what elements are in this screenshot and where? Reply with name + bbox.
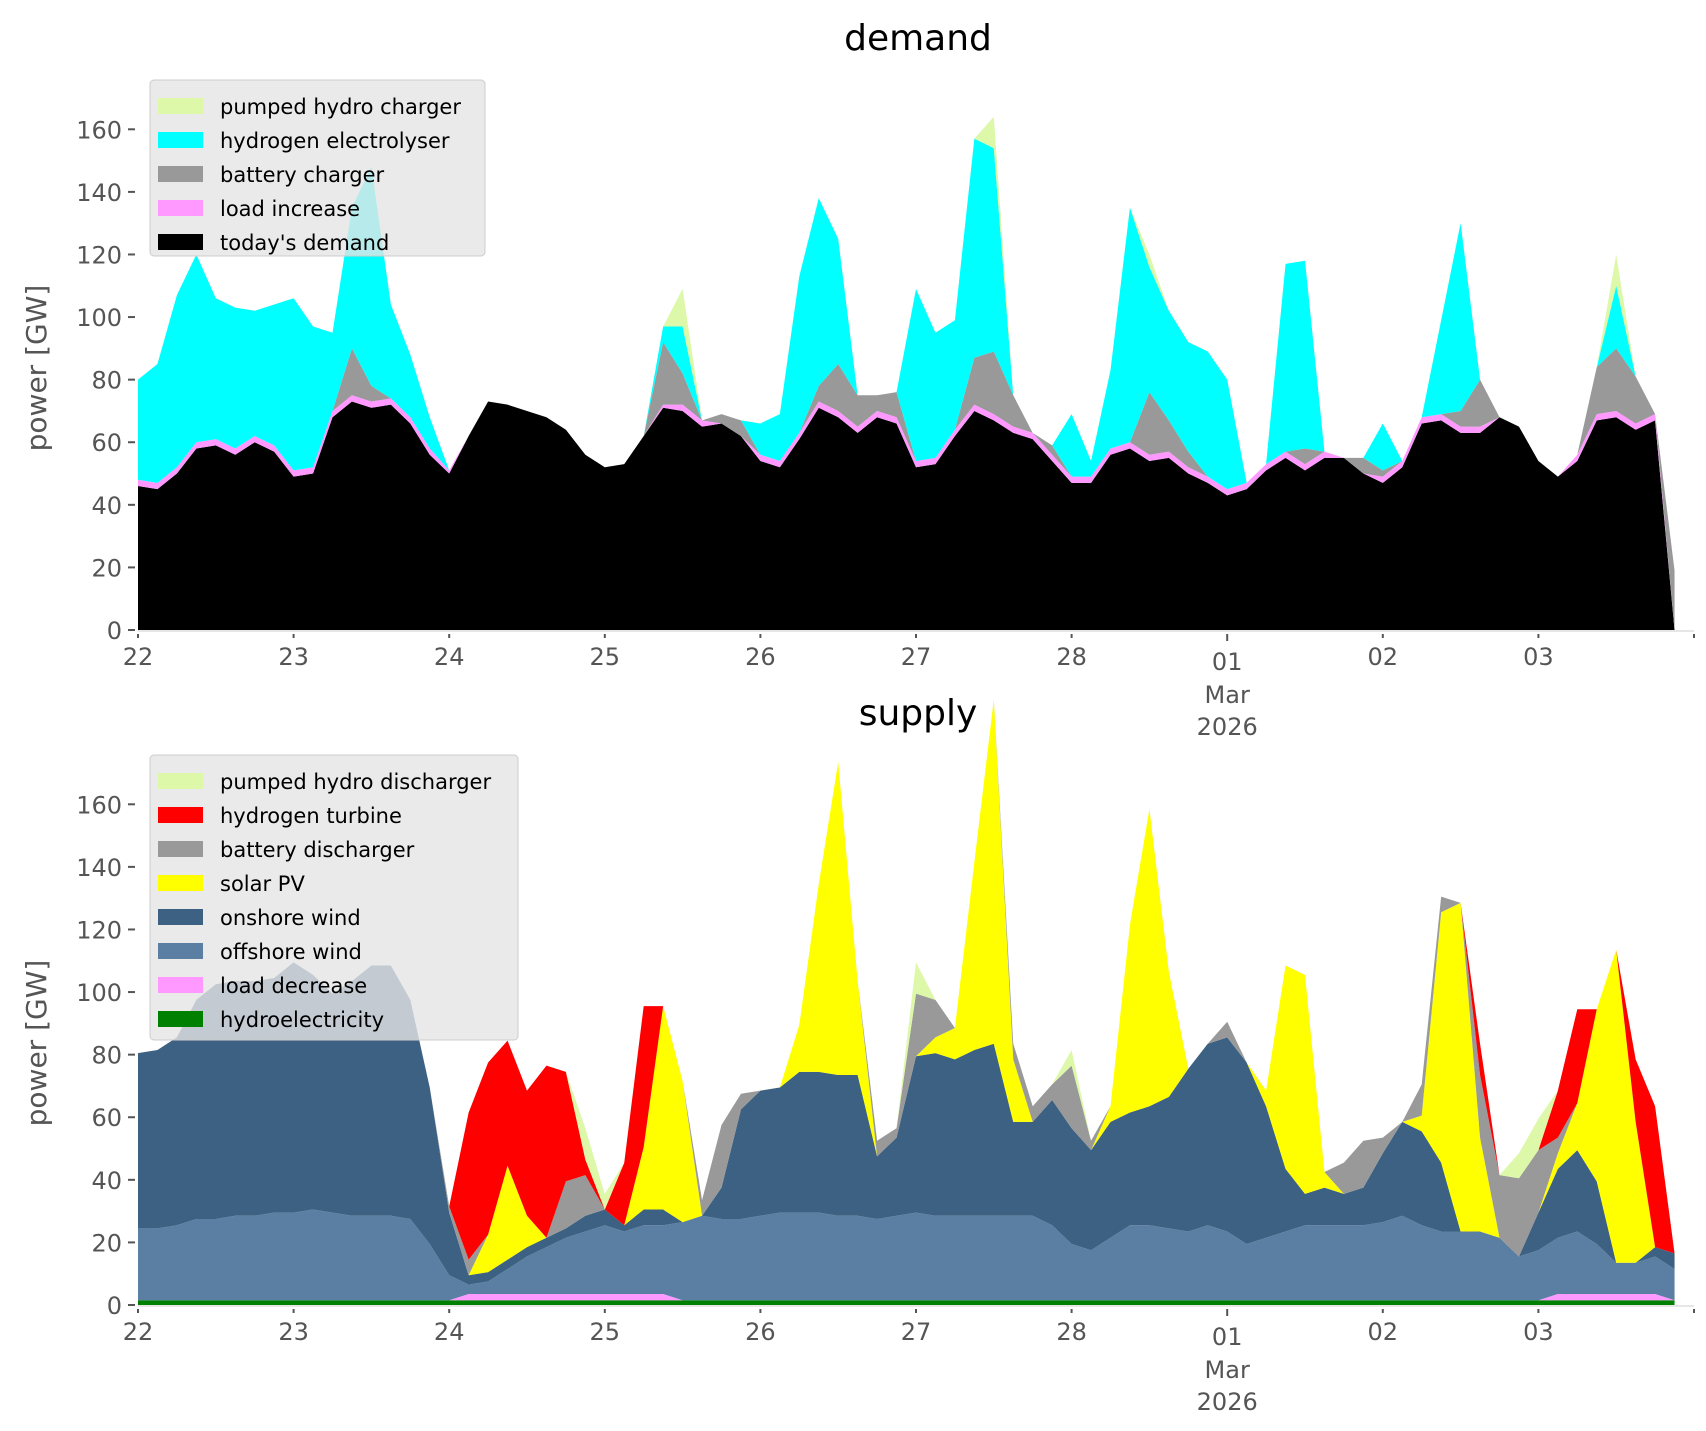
y-tick-label: 20 <box>91 1229 122 1257</box>
demand-y-axis: 0 20 40 60 80 100 120 140 160 <box>76 116 1694 645</box>
supply-y-axis: 0 20 40 60 80 100 120 140 160 <box>76 791 1694 1320</box>
legend-label-load-increase: load increase <box>220 197 360 221</box>
y-tick-label: 0 <box>107 617 122 645</box>
x-tick-label: 03 <box>1523 643 1554 671</box>
x-tick-label: 28 <box>1056 1318 1087 1346</box>
x-tick-sublabel: 2026 <box>1197 1388 1258 1416</box>
y-tick-label: 120 <box>76 241 122 269</box>
legend-swatch-battery-discharger <box>158 841 203 857</box>
demand-y-axis-label: power [GW] <box>20 285 53 452</box>
legend-label-pumped-hydro-discharger: pumped hydro discharger <box>220 770 491 794</box>
x-tick-label: 27 <box>901 1318 932 1346</box>
area-load-decrease <box>138 1294 1675 1301</box>
demand-x-axis: 22 23 24 25 26 27 28 01 Mar 2026 02 03 <box>123 634 1695 741</box>
supply-legend: pumped hydro discharger hydrogen turbine b… <box>149 754 519 1041</box>
y-tick-label: 40 <box>91 1167 122 1195</box>
legend-box <box>149 754 519 1041</box>
x-tick-label: 24 <box>434 1318 465 1346</box>
y-tick-label: 60 <box>91 1104 122 1132</box>
legend-swatch-battery-charger <box>158 166 203 182</box>
x-tick-sublabel: Mar <box>1205 681 1250 709</box>
demand-title: demand <box>844 18 992 59</box>
legend-label-onshore-wind: onshore wind <box>220 906 361 930</box>
x-tick-label: 22 <box>123 643 154 671</box>
legend-label-battery-charger: battery charger <box>220 163 385 187</box>
x-tick-label: 25 <box>590 643 621 671</box>
area-hydrogen-turbine <box>138 699 1675 1260</box>
y-tick-label: 40 <box>91 492 122 520</box>
area-hydroelectricity <box>138 1300 1675 1305</box>
legend-swatch-hydroelectricity <box>158 1011 203 1027</box>
legend-label-solar-pv: solar PV <box>220 872 305 896</box>
y-tick-label: 120 <box>76 916 122 944</box>
y-tick-label: 0 <box>107 1292 122 1320</box>
x-tick-label: 22 <box>123 1318 154 1346</box>
x-tick-label: 25 <box>590 1318 621 1346</box>
x-tick-label: 01 <box>1212 648 1243 676</box>
x-tick-label: 03 <box>1523 1318 1554 1346</box>
legend-label-battery-discharger: battery discharger <box>220 838 415 862</box>
x-tick-label: 24 <box>434 643 465 671</box>
demand-areas <box>138 116 1675 630</box>
supply-areas <box>138 699 1675 1305</box>
legend-swatch-offshore-wind <box>158 943 203 959</box>
legend-box <box>149 79 486 257</box>
legend-label-hydroelectricity: hydroelectricity <box>220 1008 384 1032</box>
legend-swatch-onshore-wind <box>158 909 203 925</box>
y-tick-label: 140 <box>76 179 122 207</box>
area-offshore-wind <box>138 1209 1675 1301</box>
area-load-increase <box>138 395 1675 630</box>
x-tick-label: 23 <box>278 1318 309 1346</box>
legend-swatch-load-increase <box>158 200 203 216</box>
legend-label-hydrogen-electrolyser: hydrogen electrolyser <box>220 129 450 153</box>
legend-swatch-pumped-hydro-discharger <box>158 773 203 789</box>
legend-swatch-load-decrease <box>158 977 203 993</box>
legend-swatch-solar-pv <box>158 875 203 891</box>
y-tick-label: 100 <box>76 979 122 1007</box>
legend-label-load-decrease: load decrease <box>220 974 367 998</box>
supply-title: supply <box>859 693 978 734</box>
legend-swatch-hydrogen-electrolyser <box>158 132 203 148</box>
area-solar-pv <box>138 699 1675 1276</box>
legend-label-today-s-demand: today's demand <box>220 231 389 255</box>
x-tick-label: 28 <box>1056 643 1087 671</box>
area-onshore-wind <box>138 962 1675 1285</box>
x-tick-label: 02 <box>1368 1318 1399 1346</box>
legend-label-hydrogen-turbine: hydrogen turbine <box>220 804 402 828</box>
x-tick-sublabel: 2026 <box>1197 713 1258 741</box>
x-tick-label: 02 <box>1368 643 1399 671</box>
x-tick-sublabel: Mar <box>1205 1356 1250 1384</box>
x-tick-label: 01 <box>1212 1323 1243 1351</box>
y-tick-label: 20 <box>91 554 122 582</box>
y-tick-label: 80 <box>91 367 122 395</box>
x-tick-label: 27 <box>901 643 932 671</box>
legend-label-offshore-wind: offshore wind <box>220 940 362 964</box>
area-today-s-demand <box>138 401 1675 630</box>
y-tick-label: 140 <box>76 854 122 882</box>
supply-x-axis: 22 23 24 25 26 27 28 01 Mar 2026 02 03 <box>123 1309 1695 1416</box>
y-tick-label: 80 <box>91 1042 122 1070</box>
legend-swatch-hydrogen-turbine <box>158 807 203 823</box>
legend-swatch-pumped-hydro-charger <box>158 98 203 114</box>
legend-label-pumped-hydro-charger: pumped hydro charger <box>220 95 461 119</box>
y-tick-label: 160 <box>76 116 122 144</box>
x-tick-label: 26 <box>745 643 776 671</box>
x-tick-label: 23 <box>278 643 309 671</box>
y-tick-label: 160 <box>76 791 122 819</box>
area-battery-discharger <box>138 699 1675 1276</box>
demand-legend: pumped hydro charger hydrogen electrolyse… <box>149 79 486 257</box>
y-tick-label: 100 <box>76 304 122 332</box>
x-tick-label: 26 <box>745 1318 776 1346</box>
area-hydrogen-electrolyser <box>138 138 1675 571</box>
legend-swatch-today-s-demand <box>158 234 203 250</box>
y-tick-label: 60 <box>91 429 122 457</box>
supply-y-axis-label: power [GW] <box>20 960 53 1127</box>
